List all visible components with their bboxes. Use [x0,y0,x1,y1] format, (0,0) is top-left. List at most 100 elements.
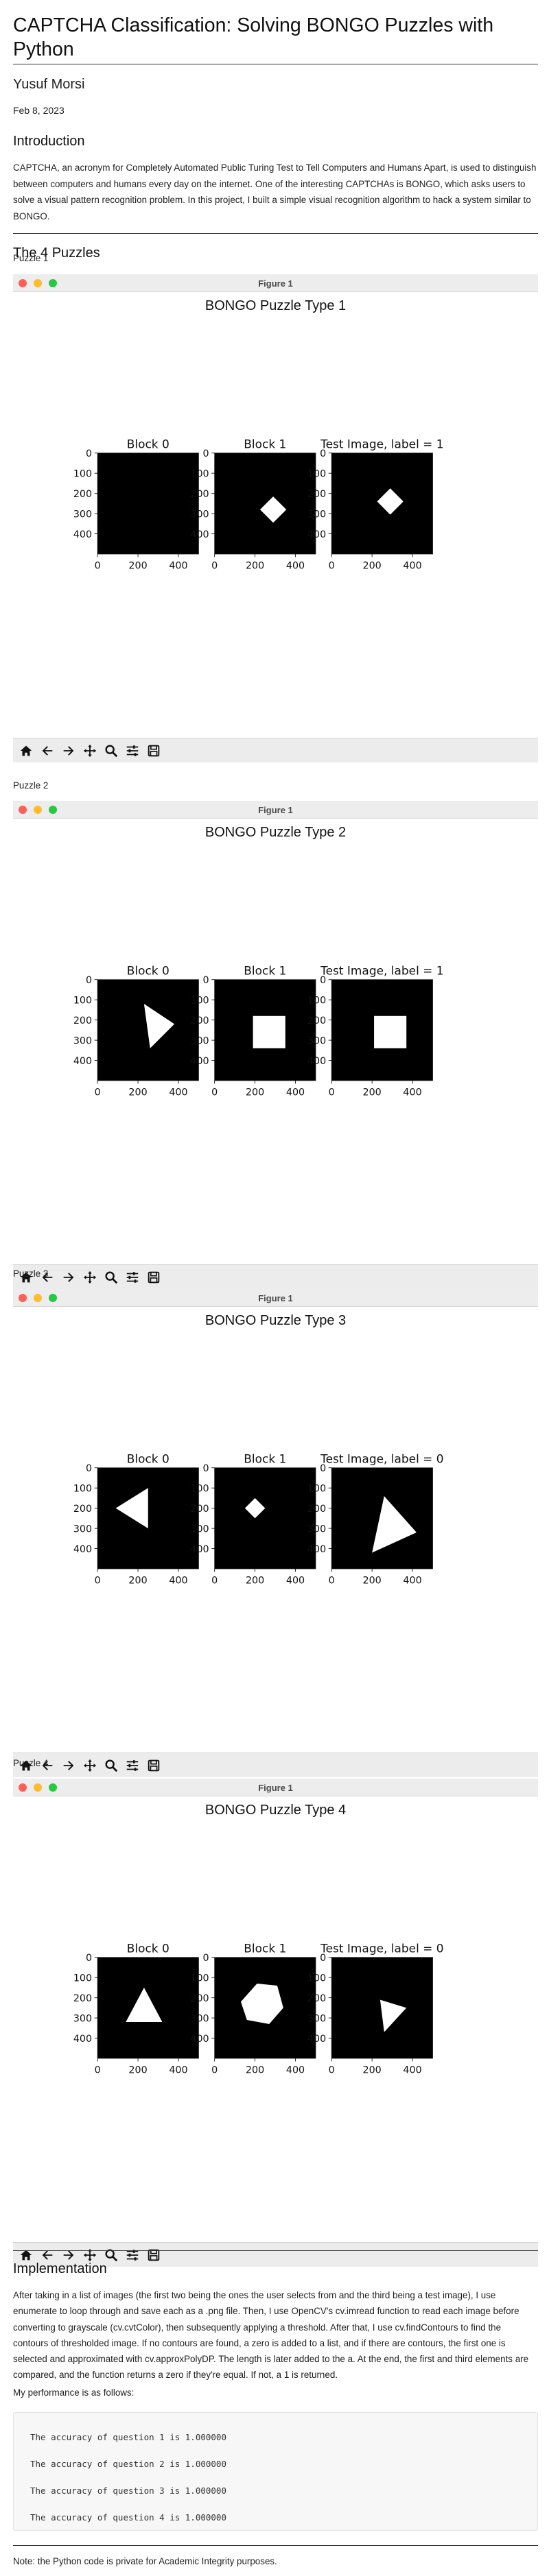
x-tick-label: 0 [211,560,218,571]
forward-arrow-button[interactable] [60,2246,78,2265]
window-maximize-button[interactable] [49,1783,57,1792]
window-minimize-button[interactable] [34,279,42,287]
window-close-button[interactable] [19,806,27,814]
puzzle-label: Puzzle 2 [13,780,49,791]
code-line: The accuracy of question 1 is 1.000000 [30,2432,226,2442]
forward-arrow-button[interactable] [60,1268,78,1287]
configure-subplots-icon [126,1272,139,1283]
window-close-button[interactable] [19,279,27,287]
window-title: Figure 1 [258,1293,293,1303]
configure-subplots-button[interactable] [124,741,141,760]
shape-square [253,1015,285,1048]
x-tick-label: 0 [329,2065,335,2075]
zoom-button[interactable] [102,1268,120,1287]
y-tick-label: 300 [73,1035,92,1046]
configure-subplots-button[interactable] [124,1268,141,1287]
code-output-block: The accuracy of question 1 is 1.000000 T… [13,2412,538,2531]
home-button[interactable] [17,1268,35,1287]
window-minimize-button[interactable] [34,1783,42,1792]
pan-button[interactable] [81,1756,99,1775]
window-titlebar[interactable]: Figure 1 [13,274,538,292]
zoom-icon [105,1759,118,1772]
y-tick-label: 100 [307,996,326,1007]
window-minimize-button[interactable] [34,1294,42,1302]
pan-button[interactable] [81,741,99,760]
y-tick-label: 300 [307,1524,326,1534]
save-button[interactable] [145,2246,163,2265]
home-button[interactable] [17,2246,35,2265]
pan-button[interactable] [81,2246,99,2265]
puzzle-label: Puzzle 1 [13,253,49,263]
figure-window: Figure 1 BONGO Puzzle Type 1 Block 0 0 100 20… [13,274,538,762]
image-panel: Block 0 0 100 200 300 400 0 200 400 [73,437,199,571]
window-close-button[interactable] [19,1783,27,1792]
panel-title: Block 0 [127,964,170,978]
shape-triangle [372,1495,417,1553]
y-tick-label: 0 [203,1463,209,1474]
y-tick-label: 0 [86,1463,92,1474]
window-titlebar[interactable]: Figure 1 [13,801,538,819]
home-button[interactable] [17,1756,35,1775]
panel-title: Block 0 [127,1452,170,1466]
x-tick-label: 400 [169,1575,187,1586]
forward-arrow-button[interactable] [60,741,78,760]
zoom-button[interactable] [102,741,120,760]
shape-triangle [115,1488,148,1529]
window-titlebar[interactable]: Figure 1 [13,1289,538,1307]
image-panel: Block 1 0 100 200 300 400 0 200 400 [190,1452,316,1586]
zoom-button[interactable] [102,1756,120,1775]
image-panel: Block 0 0 100 200 300 400 0 200 400 [73,1942,199,2075]
back-arrow-button[interactable] [38,1756,56,1775]
panel-title: Block 1 [244,1942,286,1955]
window-maximize-button[interactable] [49,279,57,287]
y-tick-label: 200 [73,489,92,500]
author-name: Yusuf Morsi [13,77,85,92]
back-arrow-button[interactable] [38,2246,56,2265]
y-tick-label: 400 [190,2034,209,2045]
forward-arrow-icon [63,1273,74,1282]
y-tick-label: 100 [190,996,209,1007]
x-tick-label: 0 [211,1575,218,1586]
y-tick-label: 100 [307,469,326,480]
y-tick-label: 200 [73,1993,92,2004]
home-icon [20,1760,32,1771]
figure-title: BONGO Puzzle Type 1 [205,298,347,313]
image-panel: Block 1 0 100 200 300 400 0 200 400 [190,1942,316,2075]
home-icon [20,1272,32,1283]
window-titlebar[interactable]: Figure 1 [13,1779,538,1796]
y-tick-label: 0 [86,975,92,986]
y-tick-label: 100 [307,1484,326,1495]
panel-title: Block 0 [127,437,170,451]
figure-window: Figure 1 BONGO Puzzle Type 2 Block 0 0 100 20… [13,801,538,1289]
y-tick-label: 400 [73,529,92,540]
y-tick-label: 200 [190,1993,209,2004]
window-minimize-button[interactable] [34,806,42,814]
pan-button[interactable] [81,1268,99,1287]
pan-icon [83,1759,97,1772]
y-tick-label: 0 [320,975,326,986]
save-button[interactable] [145,1756,163,1775]
y-tick-label: 400 [190,529,209,540]
y-tick-label: 100 [190,1484,209,1495]
back-arrow-button[interactable] [38,741,56,760]
y-tick-label: 400 [307,529,326,540]
window-close-button[interactable] [19,1294,27,1302]
configure-subplots-button[interactable] [124,2246,141,2265]
y-tick-label: 0 [203,448,209,459]
forward-arrow-button[interactable] [60,1756,78,1775]
intro-paragraph: CAPTCHA, an acronym for Completely Autom… [13,162,537,221]
zoom-button[interactable] [102,2246,120,2265]
configure-subplots-button[interactable] [124,1756,141,1775]
save-button[interactable] [145,1268,163,1287]
window-maximize-button[interactable] [49,1294,57,1302]
window-maximize-button[interactable] [49,806,57,814]
home-button[interactable] [17,741,35,760]
publish-date: Feb 8, 2023 [13,105,65,116]
back-arrow-button[interactable] [38,1268,56,1287]
forward-arrow-icon [63,746,74,756]
x-tick-label: 0 [95,1575,101,1586]
save-button[interactable] [145,741,163,760]
panel-title: Test Image, label = 0 [320,1452,443,1466]
